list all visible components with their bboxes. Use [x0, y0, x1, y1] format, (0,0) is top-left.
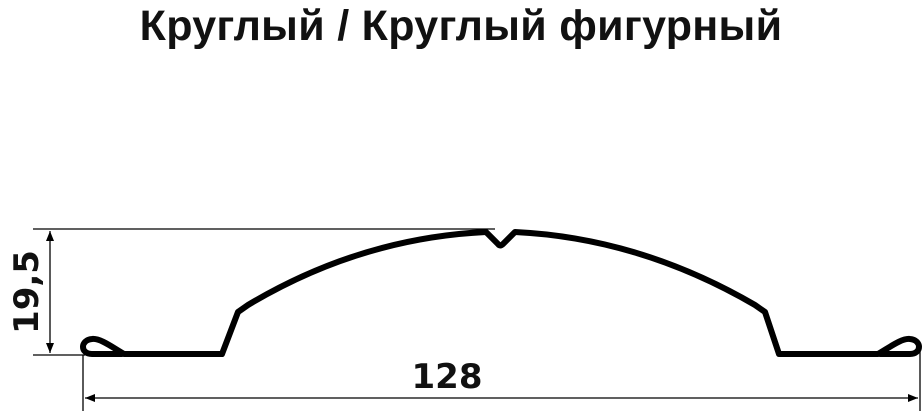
profile-outline — [80, 229, 922, 357]
width-dimension-label: 128 — [412, 357, 483, 397]
diagram-title: Круглый / Круглый фигурный — [139, 2, 783, 50]
height-dimension-label: 19,5 — [7, 250, 47, 334]
